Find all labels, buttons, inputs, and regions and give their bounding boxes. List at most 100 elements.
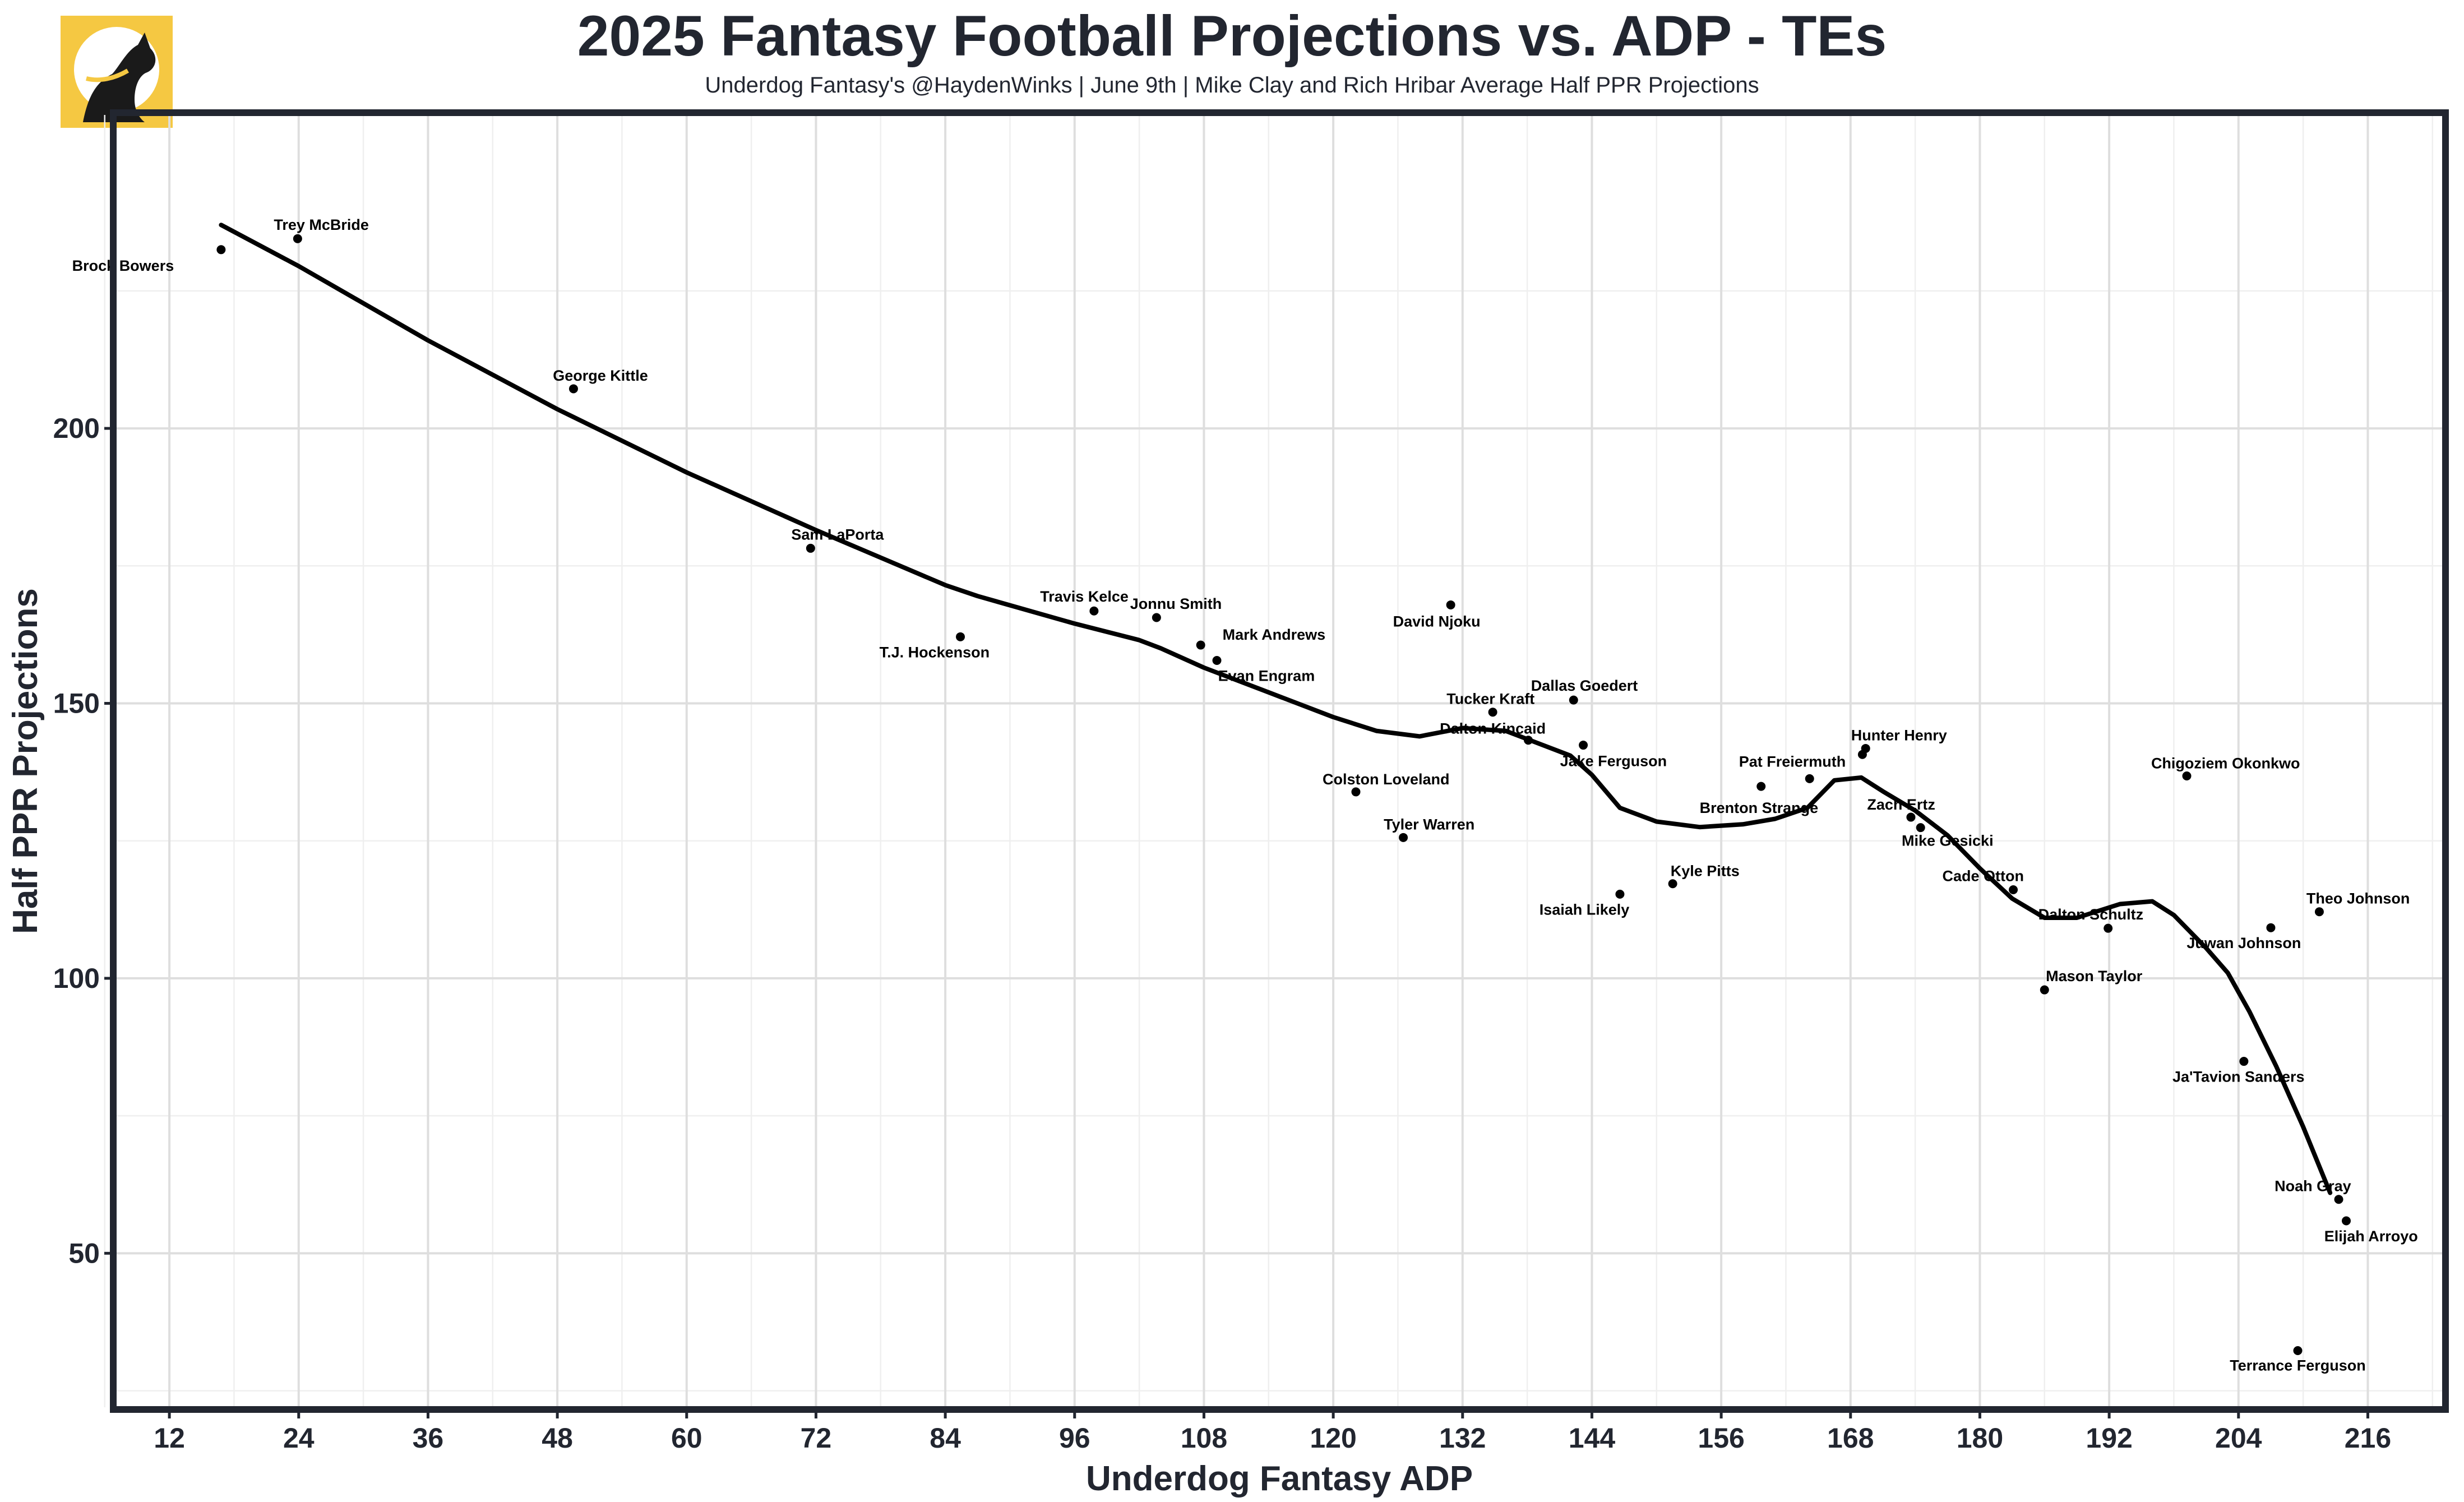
data-point xyxy=(1089,606,1099,616)
point-label: Chigoziem Okonkwo xyxy=(2151,755,2300,771)
data-point xyxy=(1615,889,1625,899)
point-label: T.J. Hockenson xyxy=(880,644,990,660)
data-point xyxy=(1152,613,1161,622)
x-tick-label: 24 xyxy=(283,1422,315,1454)
trend-line xyxy=(219,223,2333,1195)
point-label: David Njoku xyxy=(1393,613,1481,630)
plot-frame xyxy=(110,109,2449,1413)
point-labels-layer: Brock Bowers Trey McBride George Kittle Sam… xyxy=(72,216,2418,1374)
y-tick-label: 150 xyxy=(53,688,100,719)
point-label: Noah Gray xyxy=(2275,1178,2351,1195)
point-label: Hunter Henry xyxy=(1851,727,1947,743)
data-point xyxy=(2342,1216,2351,1226)
chart-subtitle: Underdog Fantasy's @HaydenWinks | June 9… xyxy=(705,73,1759,98)
x-tick-label: 96 xyxy=(1059,1422,1090,1454)
x-tick-label: 156 xyxy=(1698,1422,1744,1454)
point-label: Jake Ferguson xyxy=(1560,753,1667,770)
point-label: Travis Kelce xyxy=(1040,588,1129,605)
data-point xyxy=(2314,907,2324,917)
point-label: Evan Engram xyxy=(1218,667,1315,684)
point-label: Pat Freiermuth xyxy=(1739,753,1846,770)
x-tick-label: 144 xyxy=(1569,1422,1616,1454)
data-point xyxy=(1668,879,1677,889)
point-label: Ja'Tavion Sanders xyxy=(2172,1069,2305,1085)
grid-lines xyxy=(104,115,2443,1407)
axis-ticks: 12 24 36 48 60 72 84 96 108 120 132 144 156 168 180 192… xyxy=(53,413,2392,1454)
point-label: Dallas Goedert xyxy=(1531,677,1638,694)
point-label: Brock Bowers xyxy=(72,257,174,274)
point-label: Elijah Arroyo xyxy=(2324,1228,2418,1245)
point-label: Tucker Kraft xyxy=(1446,691,1534,708)
data-point xyxy=(2239,1057,2249,1066)
point-label: Trey McBride xyxy=(274,216,369,233)
x-tick-label: 204 xyxy=(2215,1422,2262,1454)
data-point xyxy=(568,384,578,394)
x-tick-label: 48 xyxy=(542,1422,573,1454)
x-tick-label: 216 xyxy=(2345,1422,2391,1454)
data-point xyxy=(2266,923,2276,932)
data-point xyxy=(216,245,226,255)
point-label: Dalton Schultz xyxy=(2038,906,2144,923)
point-label: Tyler Warren xyxy=(1384,816,1474,833)
data-point xyxy=(1212,656,1222,665)
points-layer xyxy=(216,234,2351,1355)
data-point xyxy=(1857,750,1867,759)
point-label: Mason Taylor xyxy=(2046,968,2143,985)
x-tick-label: 132 xyxy=(1439,1422,1486,1454)
data-point xyxy=(2009,885,2018,895)
point-label: Isaiah Likely xyxy=(1540,901,1630,918)
y-tick-label: 50 xyxy=(68,1237,100,1269)
x-tick-label: 72 xyxy=(801,1422,832,1454)
point-label: Dalton Kincaid xyxy=(1440,720,1546,737)
data-point xyxy=(1399,833,1408,842)
x-tick-label: 120 xyxy=(1310,1422,1356,1454)
logo-collar xyxy=(86,68,130,82)
point-label: Sam LaPorta xyxy=(791,526,884,543)
point-label: Cade Otton xyxy=(1942,867,2024,884)
data-point xyxy=(806,543,815,553)
y-tick-label: 200 xyxy=(53,413,100,444)
data-point xyxy=(2293,1346,2303,1355)
data-point xyxy=(1906,812,1916,822)
data-point xyxy=(2182,771,2192,780)
x-tick-label: 192 xyxy=(2086,1422,2132,1454)
data-point xyxy=(1916,823,1925,833)
data-point xyxy=(1756,782,1766,791)
point-label: Mike Gesicki xyxy=(1902,833,1994,849)
data-point xyxy=(1196,640,1205,650)
data-point xyxy=(2104,923,2113,933)
x-tick-label: 12 xyxy=(154,1422,185,1454)
point-label: Kyle Pitts xyxy=(1671,863,1740,880)
data-point xyxy=(1446,600,1455,609)
data-point xyxy=(1488,708,1497,717)
x-tick-label: 168 xyxy=(1827,1422,1874,1454)
data-point xyxy=(1524,736,1533,745)
data-point xyxy=(1569,695,1578,705)
data-point xyxy=(1805,774,1814,783)
y-tick-label: 100 xyxy=(53,963,100,994)
x-tick-label: 60 xyxy=(671,1422,702,1454)
data-point xyxy=(1579,741,1588,750)
dog-head-icon xyxy=(61,16,173,128)
point-label: George Kittle xyxy=(553,367,648,384)
data-point xyxy=(2040,985,2049,995)
x-tick-label: 36 xyxy=(413,1422,444,1454)
data-point xyxy=(2334,1195,2343,1204)
x-tick-label: 84 xyxy=(930,1422,961,1454)
point-label: Juwan Johnson xyxy=(2186,935,2301,951)
data-point xyxy=(1351,787,1361,797)
y-axis-title: Half PPR Projections xyxy=(6,588,45,934)
point-label: Mark Andrews xyxy=(1223,626,1326,643)
point-label: Jonnu Smith xyxy=(1130,595,1222,612)
data-point xyxy=(293,234,302,243)
point-label: Colston Loveland xyxy=(1323,771,1450,788)
point-label: Theo Johnson xyxy=(2306,890,2410,907)
x-axis-title: Underdog Fantasy ADP xyxy=(1086,1459,1473,1498)
point-label: Terrance Ferguson xyxy=(2230,1357,2366,1374)
x-tick-label: 108 xyxy=(1181,1422,1227,1454)
x-tick-label: 180 xyxy=(1957,1422,2003,1454)
data-point xyxy=(956,632,965,641)
point-label: Zach Ertz xyxy=(1867,796,1935,813)
trend-layer xyxy=(219,223,2333,1195)
